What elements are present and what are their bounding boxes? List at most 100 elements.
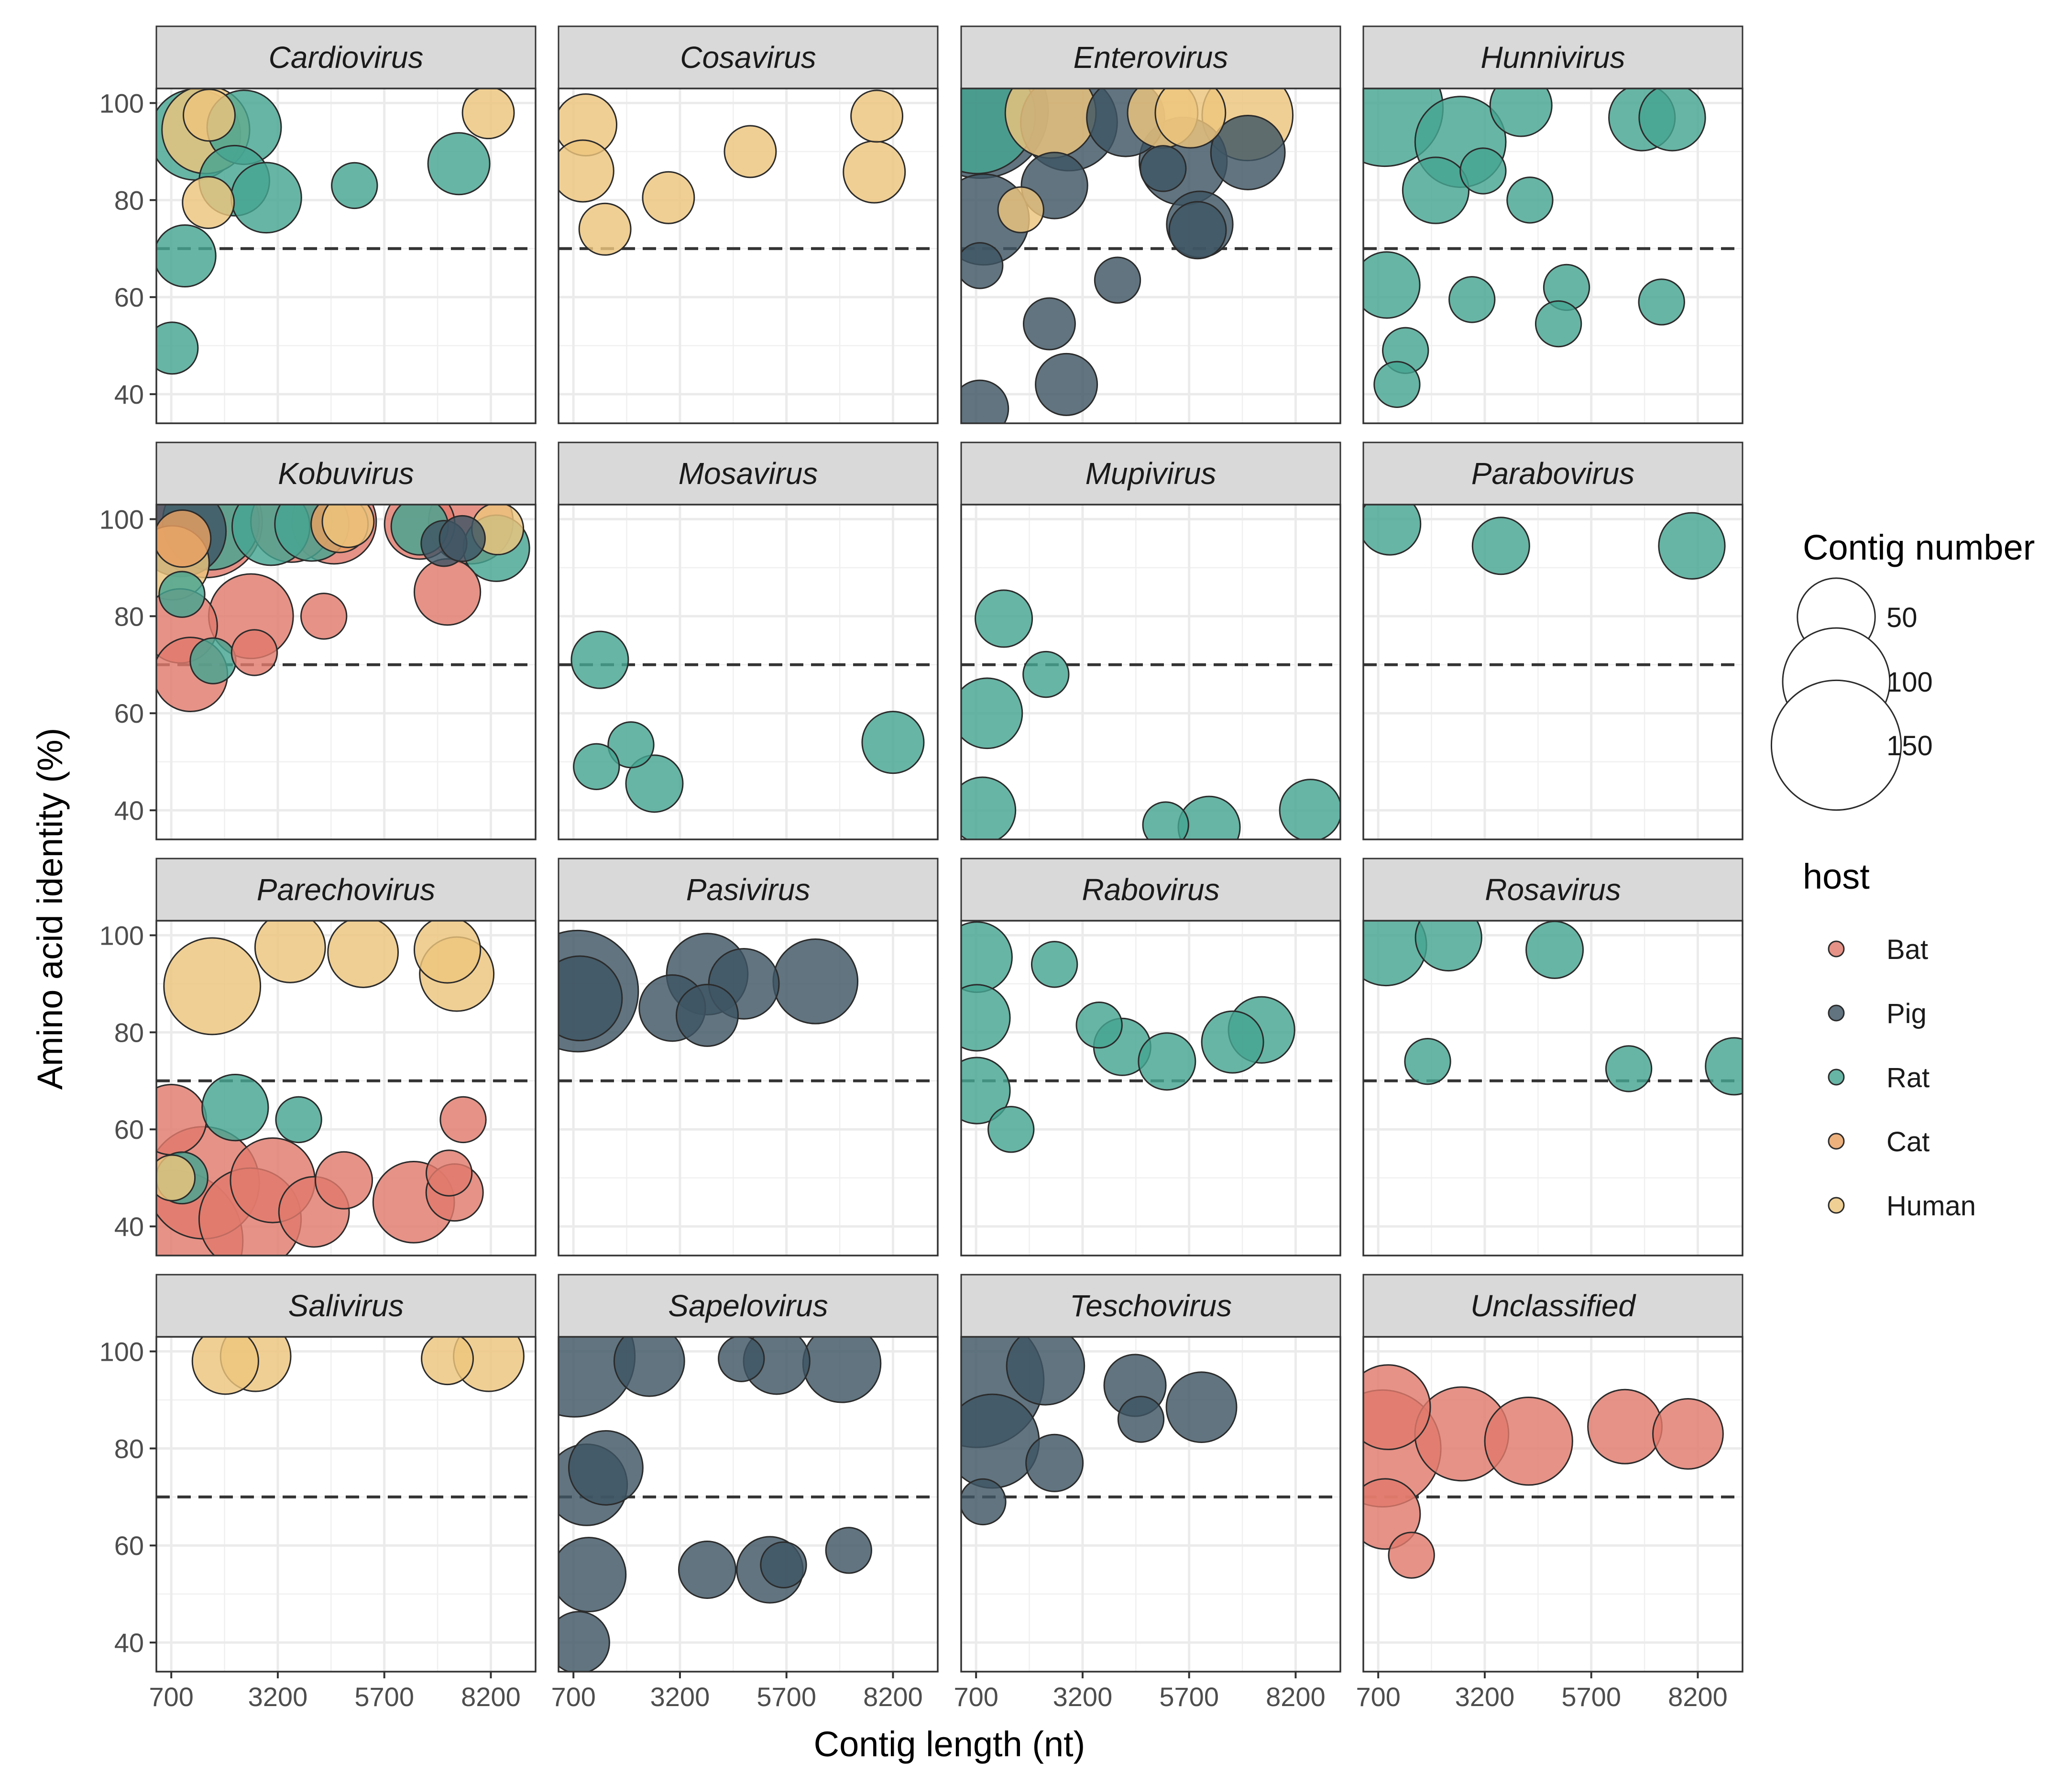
strip-sapelovirus: [558, 1274, 939, 1338]
data-point: [1031, 941, 1078, 988]
data-point: [825, 1527, 872, 1574]
panel-salivirus: Salivirus: [155, 1274, 537, 1673]
panel-mupivirus: Mupivirus: [960, 441, 1341, 840]
data-point: [843, 140, 906, 204]
data-point: [1140, 145, 1187, 192]
data-point: [559, 955, 623, 1042]
strip-label: Cardiovirus: [269, 40, 424, 75]
panel-border: [155, 504, 537, 840]
data-point: [675, 983, 739, 1047]
data-point: [613, 1337, 685, 1397]
strip-label: Cosavirus: [680, 40, 816, 75]
data-point: [568, 1430, 644, 1506]
data-point: [961, 984, 1011, 1052]
data-point: [1142, 801, 1189, 839]
panel-border: [960, 1336, 1341, 1673]
data-point: [425, 1149, 473, 1197]
data-point: [1168, 201, 1227, 260]
strip-parabovirus: [1362, 441, 1743, 506]
strip-rabovirus: [960, 858, 1341, 922]
strip-mosavirus: [558, 441, 939, 506]
strip-label: Parechovirus: [257, 872, 436, 907]
data-point: [1138, 1032, 1196, 1091]
data-point: [961, 242, 1004, 289]
data-point: [1402, 156, 1470, 224]
x-tick-label: 700: [551, 1682, 595, 1712]
x-tick-label: 3200: [1053, 1682, 1113, 1712]
data-point: [1025, 1433, 1084, 1492]
panel-border: [558, 1336, 939, 1673]
data-point: [997, 186, 1044, 233]
data-point: [975, 589, 1033, 648]
host-legend-label: Cat: [1886, 1126, 1929, 1157]
y-tick-label: 40: [114, 1628, 144, 1658]
x-tick-label: 3200: [248, 1682, 308, 1712]
y-tick-label: 60: [114, 1114, 144, 1145]
data-point: [439, 1096, 487, 1144]
panel-unclassified: Unclassified: [1362, 1274, 1743, 1673]
panel-parechovirus: Parechovirus: [155, 858, 537, 1256]
host-legend-key: [1828, 1197, 1845, 1214]
data-point: [559, 139, 614, 203]
data-point: [275, 1096, 322, 1144]
data-point: [1035, 353, 1098, 416]
data-point: [1471, 517, 1530, 575]
data-point: [191, 1337, 259, 1395]
data-point: [861, 711, 925, 774]
strip-label: Kobuvirus: [278, 456, 414, 491]
data-point: [156, 224, 217, 287]
strip-parechovirus: [155, 858, 537, 922]
y-tick-label: 60: [114, 1531, 144, 1561]
strip-pasivirus: [558, 858, 939, 922]
x-tick-label: 8200: [1668, 1682, 1728, 1712]
panel-hunnivirus: Hunnivirus: [1362, 25, 1743, 424]
data-point: [1388, 1532, 1435, 1579]
y-tick-label: 40: [114, 795, 144, 826]
panel-mosavirus: Mosavirus: [558, 441, 939, 840]
data-point: [156, 321, 199, 375]
x-tick-label: 700: [149, 1682, 193, 1712]
data-point: [1705, 1037, 1743, 1096]
data-point: [1363, 1478, 1421, 1550]
strip-label: Sapelovirus: [668, 1289, 828, 1323]
data-point: [1154, 88, 1227, 149]
data-point: [625, 754, 684, 813]
y-tick-label: 40: [114, 379, 144, 409]
data-point: [1506, 176, 1554, 224]
data-point: [158, 571, 206, 618]
data-point: [183, 88, 236, 142]
panel-border: [1362, 88, 1743, 424]
data-point: [961, 776, 1017, 839]
data-point: [1459, 147, 1507, 195]
data-point: [413, 921, 482, 984]
panel-cardiovirus: Cardiovirus: [155, 25, 537, 424]
data-point: [573, 743, 620, 790]
data-point: [156, 1154, 196, 1201]
data-point: [189, 637, 237, 684]
size-legend-label: 50: [1886, 602, 1918, 633]
strip-label: Mosavirus: [679, 456, 818, 491]
data-point: [427, 132, 491, 196]
data-point: [230, 162, 302, 234]
data-point: [1404, 1038, 1451, 1085]
panel-kobuvirus: Kobuvirus: [155, 441, 537, 840]
panel-border: [1362, 920, 1743, 1256]
data-point: [987, 1106, 1035, 1153]
y-tick-label: 80: [114, 601, 144, 631]
x-tick-label: 5700: [756, 1682, 816, 1712]
data-point: [1605, 1045, 1653, 1092]
panel-enterovirus: Enterovirus: [960, 25, 1341, 424]
data-point: [1363, 505, 1422, 556]
x-tick-label: 700: [1356, 1682, 1400, 1712]
y-tick-label: 80: [114, 1017, 144, 1047]
data-point: [254, 921, 326, 983]
panel-border: [1362, 504, 1743, 840]
y-tick-label: 100: [99, 920, 144, 950]
host-legend-title: host: [1803, 857, 1870, 896]
legend: Contig number 50 100 150 host Bat Pig Rat Cat Hum…: [1770, 528, 2035, 1222]
x-tick-label: 8200: [461, 1682, 521, 1712]
data-point: [461, 88, 515, 140]
x-tick-label: 5700: [1159, 1682, 1219, 1712]
strip-enterovirus: [960, 25, 1341, 89]
panel-border: [1362, 1336, 1743, 1673]
